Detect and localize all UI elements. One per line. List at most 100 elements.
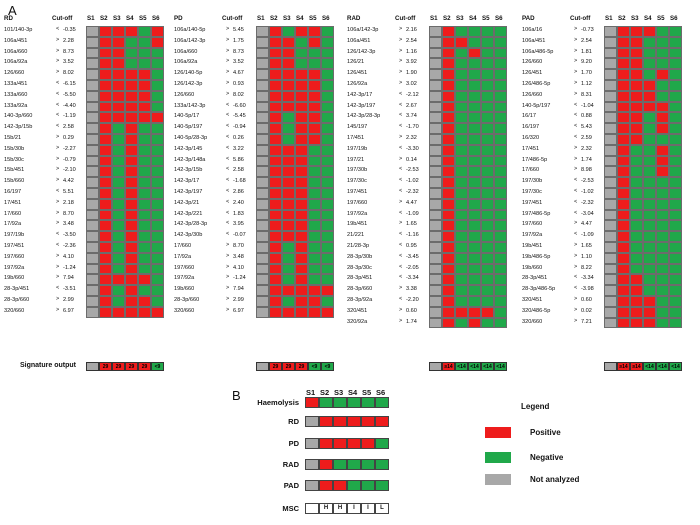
cutoff-value: -3.50 [63,232,76,239]
cutoff-value: 2.18 [63,199,74,206]
heatmap-cell [308,112,321,124]
heatmap-cell [321,306,334,318]
heatmap-cell [455,155,468,167]
heatmap-cell [269,101,282,113]
heatmap-cell [442,134,455,145]
heatmap-cell [86,101,99,113]
heatmap-cell [138,306,151,318]
heatmap-cell [617,177,630,188]
panel-b-row-label: PD [288,439,299,448]
heatmap-cell [269,36,282,48]
heatmap-cell [125,58,138,70]
heatmap-cell [494,188,507,199]
heatmap-cell [455,69,468,80]
heatmap-cell [630,101,643,113]
panel-b-cell [305,416,319,427]
heatmap-cell [99,69,112,80]
cutoff-value: -2.36 [63,243,76,249]
heatmap-cell [455,177,468,188]
signature-cell: 29 [282,362,295,371]
heatmap-cell [321,285,334,296]
signature-cell: 29 [112,362,125,371]
heatmap-cell [630,242,643,253]
row-label: 140-5p/17 [174,113,200,120]
panel-b-cell [361,480,375,491]
heatmap-cell [138,263,151,275]
heatmap-cell [99,252,112,264]
heatmap-cell [442,231,455,242]
heatmap-cell [643,285,656,296]
heatmap-cell [99,112,112,124]
heatmap-cell [99,306,112,318]
heatmap-cell [125,220,138,232]
signature-cell: <9 [151,362,164,371]
heatmap-cell [656,80,669,91]
panel-b-cell [361,397,375,408]
cutoff-direction: > [399,80,403,86]
heatmap-cell [256,90,269,102]
heatmap-cell [86,231,99,242]
heatmap-cell [295,285,308,296]
heatmap-cell [308,242,321,253]
signature-cell [604,362,617,371]
heatmap-cell [256,220,269,232]
heatmap-cell [269,90,282,102]
heatmap-cell [494,317,507,329]
signature-cell: <14 [494,362,507,371]
legend-swatch [485,474,511,485]
heatmap-cell [481,306,494,318]
cutoff-direction: < [399,231,403,238]
heatmap-cell [86,296,99,307]
panel-b-row-label: PAD [283,481,299,490]
heatmap-cell [99,209,112,221]
heatmap-cell [643,188,656,199]
cutoff-direction: > [56,47,60,54]
heatmap-cell [269,112,282,124]
heatmap-cell [481,112,494,124]
heatmap-cell [429,123,442,134]
cutoff-direction: < [574,101,578,108]
heatmap-cell [99,134,112,145]
heatmap-cell [112,306,125,318]
row-label: 28-3p/92a [347,297,373,303]
heatmap-cell [630,36,643,48]
heatmap-cell [455,90,468,102]
heatmap-cell [494,134,507,145]
cutoff-header: Cut-off [222,15,243,22]
heatmap-cell [630,285,643,296]
heatmap-cell [617,220,630,232]
heatmap-cell [86,144,99,156]
heatmap-cell [269,209,282,221]
heatmap-cell [308,252,321,264]
panel-b-cell [305,459,319,470]
cutoff-direction: > [226,58,230,65]
cutoff-value: 0.88 [581,113,592,120]
heatmap-cell [442,112,455,124]
cutoff-value: 4.47 [406,199,417,206]
heatmap-cell [256,306,269,318]
heatmap-cell [643,177,656,188]
cutoff-value: -0.73 [581,27,594,33]
heatmap-cell [643,80,656,91]
heatmap-cell [442,296,455,307]
heatmap-cell [494,112,507,124]
heatmap-cell [630,26,643,37]
heatmap-cell [321,166,334,178]
cutoff-value: -3.51 [63,286,76,293]
cutoff-value: 7.94 [233,286,244,293]
heatmap-cell [295,177,308,188]
heatmap-cell [442,144,455,156]
table-name: PAD [522,15,535,22]
cutoff-direction: < [574,285,578,292]
row-label: 126/21 [347,59,365,66]
cutoff-value: 3.92 [406,59,417,66]
row-label: 19b/660 [522,264,543,271]
heatmap-cell [643,90,656,102]
heatmap-cell [138,155,151,167]
panel-b-row-label: Haemolysis [257,398,299,407]
row-label: 197/92a [522,232,543,239]
heatmap-cell [643,155,656,167]
heatmap-cell [125,231,138,242]
cutoff-direction: > [399,306,403,313]
heatmap-cell [151,80,164,91]
